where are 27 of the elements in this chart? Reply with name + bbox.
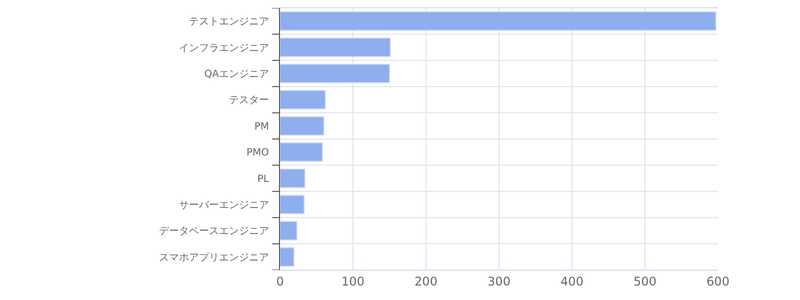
- x-tick-label: 100: [342, 274, 364, 288]
- bar: [280, 38, 391, 57]
- y-tick-label: インフラエンジニア: [179, 42, 269, 54]
- y-tick-label: PMO: [246, 148, 270, 159]
- bar: [280, 142, 323, 162]
- x-tick-label: 200: [414, 274, 438, 288]
- y-tick-label: QAエンジニア: [204, 69, 269, 80]
- bar: [280, 116, 324, 136]
- bar: [280, 194, 305, 214]
- bar: [280, 221, 298, 240]
- y-tick-label: PM: [254, 121, 269, 132]
- y-tick-label: テスター: [229, 95, 269, 106]
- y-tick-label: データベースエンジニア: [159, 226, 269, 238]
- y-tick-label: PL: [257, 174, 270, 185]
- x-tick-label: 300: [488, 274, 510, 288]
- bar: [280, 247, 294, 267]
- bar: [280, 168, 306, 188]
- x-tick-label: 600: [706, 274, 730, 288]
- x-tick-label: 0: [276, 274, 284, 288]
- x-tick-label: 500: [634, 274, 656, 288]
- x-tick-label: 400: [560, 274, 584, 288]
- bar: [280, 90, 326, 110]
- bar: [280, 11, 716, 31]
- bar: [280, 64, 390, 84]
- y-tick-label: サーバーエンジニア: [179, 200, 269, 211]
- y-tick-label: スマホアプリエンジニア: [159, 251, 269, 264]
- y-tick-label: テストエンジニア: [189, 16, 269, 28]
